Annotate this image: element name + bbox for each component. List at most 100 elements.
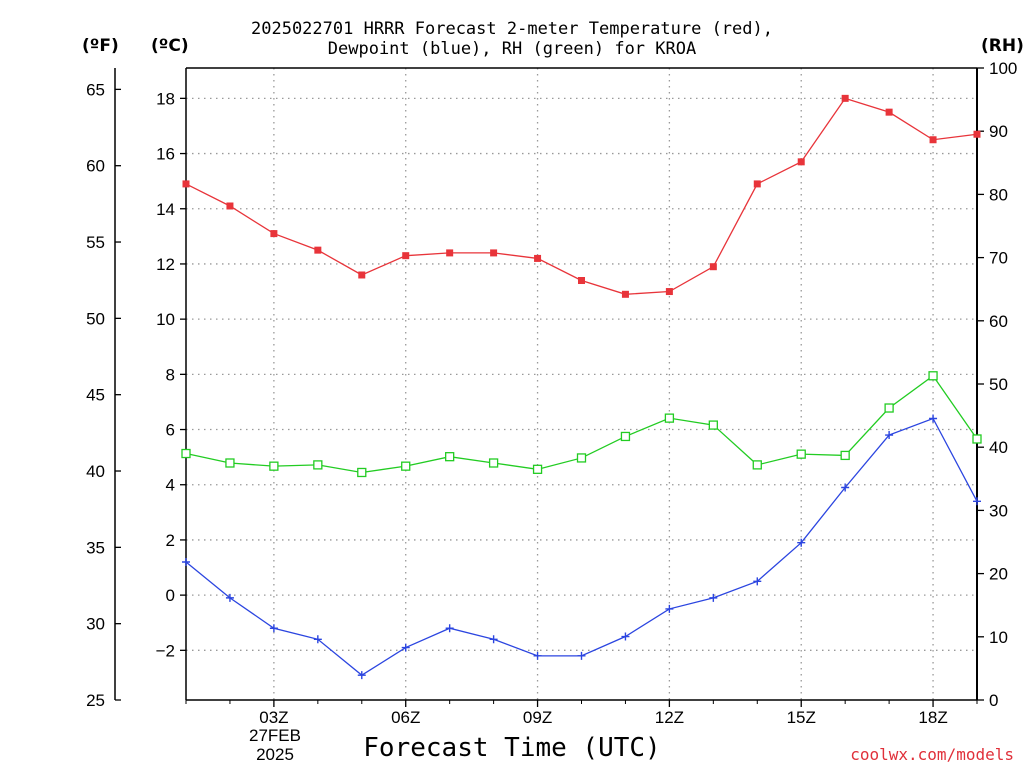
temperature-point: [797, 158, 805, 166]
celsius-tick-label: 2: [166, 531, 175, 550]
x-tick-label: 12Z: [655, 708, 684, 727]
rh-tick-label: 100: [989, 59, 1017, 78]
rh-axis-label: (RH): [981, 36, 1024, 56]
rh-tick-label: 0: [989, 691, 998, 710]
temperature-point: [534, 254, 542, 262]
rh-tick-label: 20: [989, 565, 1008, 584]
fahrenheit-tick-label: 45: [86, 386, 105, 405]
celsius-tick-label: 16: [156, 145, 175, 164]
dewpoint-point: [577, 651, 586, 660]
dewpoint-point: [621, 632, 630, 641]
temperature-point: [885, 108, 893, 116]
rh-tick-label: 40: [989, 438, 1008, 457]
celsius-tick-label: 8: [166, 365, 175, 384]
dewpoint-point: [753, 577, 762, 586]
x-tick-label: 18Z: [918, 708, 947, 727]
fahrenheit-tick-label: 25: [86, 691, 105, 710]
date-day-label: 27FEB: [249, 726, 301, 745]
dewpoint-point: [489, 635, 498, 644]
rh-point: [884, 403, 894, 413]
temperature-point: [314, 246, 322, 254]
temperature-point: [621, 290, 629, 298]
rh-point: [796, 449, 806, 459]
temperature-point: [402, 252, 410, 260]
rh-tick-label: 90: [989, 122, 1008, 141]
rh-tick-label: 10: [989, 628, 1008, 647]
rh-tick-label: 80: [989, 185, 1008, 204]
rh-point: [445, 452, 455, 462]
fahrenheit-tick-label: 55: [86, 233, 105, 252]
dewpoint-point: [357, 671, 366, 680]
dewpoint-point: [269, 624, 278, 633]
dewpoint-point: [885, 431, 894, 440]
celsius-tick-label: −2: [156, 641, 175, 660]
fahrenheit-tick-label: 60: [86, 157, 105, 176]
fahrenheit-tick-label: 35: [86, 538, 105, 557]
dewpoint-point: [841, 483, 850, 492]
temperature-point: [753, 180, 761, 188]
rh-point: [488, 458, 499, 468]
dewpoint-point: [182, 558, 190, 567]
temperature-point: [226, 202, 234, 210]
x-axis-title: Forecast Time (UTC): [363, 733, 661, 763]
rh-point: [181, 448, 191, 459]
temperature-point: [490, 249, 498, 257]
celsius-axis-label: (ºC): [151, 36, 189, 56]
temperature-point: [709, 263, 717, 271]
dewpoint-point: [665, 604, 674, 613]
dewpoint-point: [401, 643, 410, 652]
rh-point: [972, 434, 982, 444]
fahrenheit-tick-label: 30: [86, 615, 105, 634]
celsius-tick-label: 10: [156, 310, 175, 329]
rh-tick-label: 30: [989, 501, 1008, 520]
rh-point: [620, 431, 631, 442]
rh-point: [225, 458, 235, 468]
dewpoint-point: [709, 593, 718, 602]
rh-point: [752, 460, 762, 470]
rh-point: [532, 464, 543, 474]
fahrenheit-tick-label: 40: [86, 462, 105, 481]
temperature-point: [841, 94, 849, 102]
temperature-line: [185, 97, 978, 295]
fahrenheit-axis-label: (ºF): [82, 36, 119, 56]
rh-tick-label: 60: [989, 312, 1008, 331]
dewpoint-point: [445, 624, 454, 633]
rh-point: [269, 461, 279, 471]
x-tick-label: 03Z: [259, 708, 288, 727]
chart-title-line2: Dewpoint (blue), RH (green) for KROA: [327, 39, 697, 59]
dewpoint-point: [313, 635, 322, 644]
rh-point: [664, 413, 675, 423]
temperature-point: [929, 136, 937, 144]
rh-tick-label: 70: [989, 249, 1008, 268]
celsius-tick-label: 14: [156, 200, 175, 219]
temperature-point: [665, 288, 673, 296]
rh-tick-label: 50: [989, 375, 1008, 394]
celsius-tick-label: 0: [166, 586, 175, 605]
dewpoint-point: [929, 414, 938, 423]
rh-point: [576, 453, 587, 463]
temperature-point: [973, 130, 981, 138]
temperature-point: [446, 249, 454, 257]
fahrenheit-tick-label: 65: [86, 80, 105, 99]
celsius-tick-label: 6: [166, 421, 175, 440]
rh-point: [840, 450, 850, 461]
dewpoint-point: [973, 497, 981, 506]
dewpoint-point: [797, 538, 806, 547]
x-tick-label: 06Z: [391, 708, 420, 727]
celsius-tick-label: 12: [156, 255, 175, 274]
rh-point: [928, 371, 938, 381]
date-year-label: 2025: [256, 745, 294, 764]
rh-point: [357, 467, 367, 478]
rh-point: [708, 420, 718, 430]
temperature-point: [578, 277, 585, 285]
x-tick-label: 15Z: [787, 708, 816, 727]
temperature-point: [358, 271, 366, 279]
credit-text: coolwx.com/models: [850, 745, 1014, 764]
rh-point: [313, 460, 323, 470]
rh-point: [401, 461, 411, 471]
fahrenheit-tick-label: 50: [86, 309, 105, 328]
celsius-tick-label: 18: [156, 89, 175, 108]
dewpoint-point: [533, 651, 542, 660]
temperature-point: [270, 230, 278, 238]
